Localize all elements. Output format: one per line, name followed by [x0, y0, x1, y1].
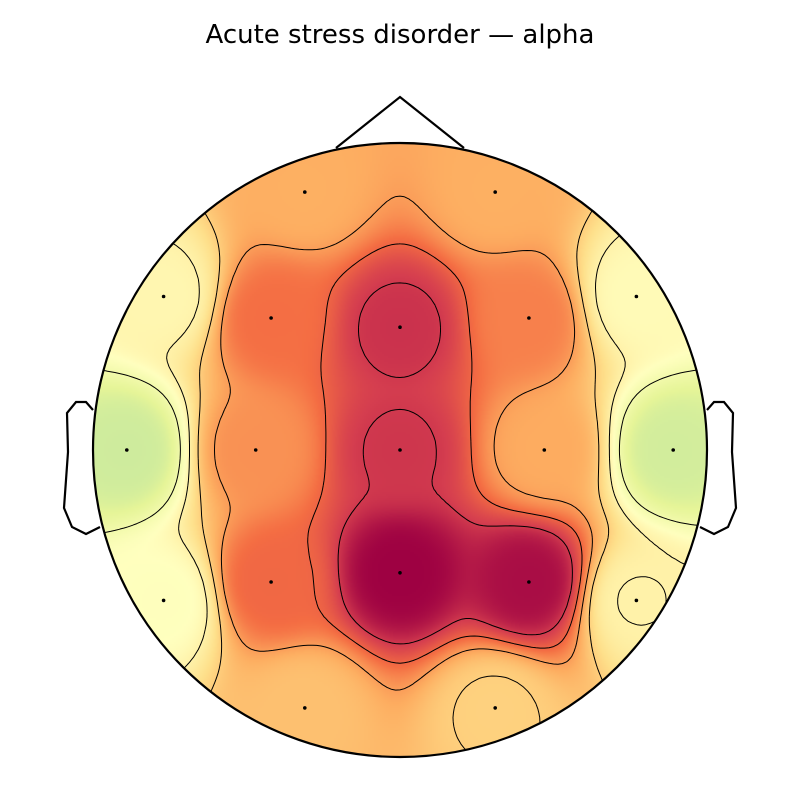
sensor-f7 — [161, 294, 166, 299]
contour-line-5 — [307, 243, 583, 664]
sensor-f8 — [634, 294, 639, 299]
sensor-markers — [125, 190, 675, 710]
sensor-c3 — [253, 448, 258, 452]
sensor-fp1 — [303, 190, 307, 194]
contour-line-6 — [337, 282, 573, 645]
contour-line-4 — [214, 195, 593, 691]
right-ear-outline — [699, 400, 738, 536]
sensor-t8 — [671, 448, 675, 452]
sensor-o2 — [493, 706, 498, 710]
left-ear-outline — [62, 400, 101, 536]
chart-title: Acute stress disorder — alpha — [205, 20, 595, 50]
sensor-p3 — [269, 580, 273, 584]
sensor-pz — [398, 571, 402, 575]
sensor-p7 — [161, 598, 166, 603]
sensor-p4 — [527, 580, 531, 584]
sensor-o1 — [303, 706, 307, 710]
sensor-f4 — [527, 316, 531, 320]
sensor-cz — [398, 448, 402, 452]
sensor-p8 — [634, 598, 639, 603]
head-outline — [91, 141, 709, 759]
sensor-c4 — [542, 448, 547, 452]
sensor-f3 — [269, 316, 273, 320]
sensor-fp2 — [493, 190, 498, 194]
nose-outline — [335, 95, 465, 149]
sensor-fz — [398, 325, 402, 330]
sensor-t7 — [125, 448, 129, 452]
